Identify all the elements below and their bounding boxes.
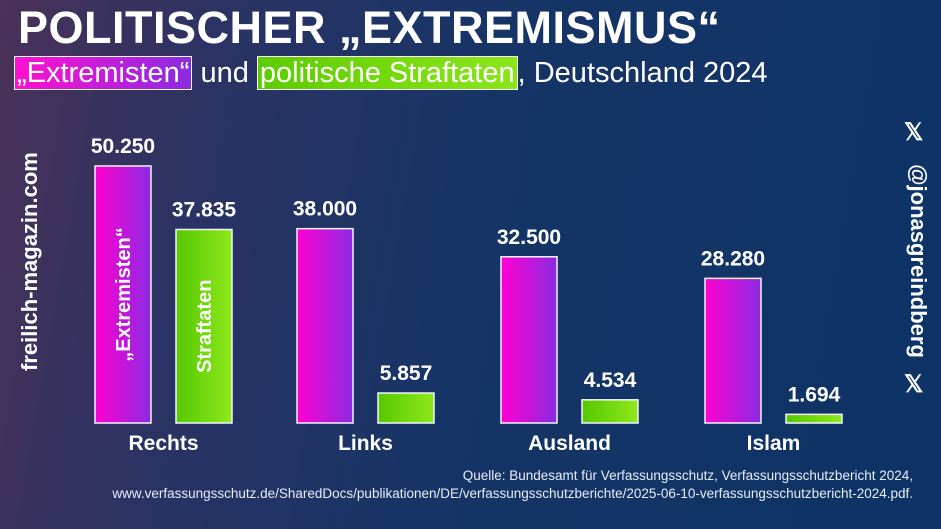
- bar-rechts-straftaten: [175, 228, 233, 424]
- data-label: 4.534: [584, 369, 637, 392]
- bar-links-straftaten: [377, 392, 435, 424]
- subtitle-und: und: [192, 57, 257, 89]
- series-label-straftaten: Straftaten: [194, 280, 216, 373]
- bar-islam-straftaten: [785, 413, 843, 424]
- bar-ausland-extremisten: [500, 256, 558, 424]
- category-label: Links: [338, 432, 393, 455]
- category-label: Rechts: [128, 432, 198, 455]
- page-title: POLITISCHER „EXTREMISMUS“: [18, 2, 721, 53]
- source-line-2: www.verfassungsschutz.de/SharedDocs/publ…: [112, 486, 913, 501]
- bar-links-extremisten: [296, 227, 354, 424]
- data-label: 37.835: [172, 198, 237, 221]
- data-label: 5.857: [380, 362, 433, 385]
- bar-ausland-straftaten: [581, 399, 639, 424]
- data-label: 50.250: [91, 135, 155, 158]
- data-label: 38.000: [293, 198, 357, 221]
- data-label: 28.280: [701, 247, 765, 270]
- category-label: Ausland: [528, 432, 611, 455]
- subtitle-extremisten: „Extremisten“: [14, 56, 193, 90]
- category-label: Islam: [747, 432, 801, 455]
- data-label: 32.500: [497, 226, 561, 249]
- x-logo-icon: 𝕏: [904, 371, 924, 398]
- bar-rechts-extremisten: [94, 165, 152, 424]
- subtitle-straftaten: politische Straftaten: [256, 56, 518, 90]
- subtitle-rest: , Deutschland 2024: [517, 57, 768, 89]
- series-label-extremisten: „Extremisten“: [113, 227, 135, 362]
- source-line-1: Quelle: Bundesamt für Verfassungsschutz,…: [462, 468, 913, 483]
- data-label: 1.694: [788, 383, 841, 406]
- source-note: Quelle: Bundesamt für Verfassungsschutz,…: [112, 467, 913, 503]
- x-logo-icon: 𝕏: [904, 119, 924, 146]
- subtitle: „Extremisten“ und politische Straftaten,…: [14, 56, 768, 90]
- bar-islam-extremisten: [704, 277, 762, 424]
